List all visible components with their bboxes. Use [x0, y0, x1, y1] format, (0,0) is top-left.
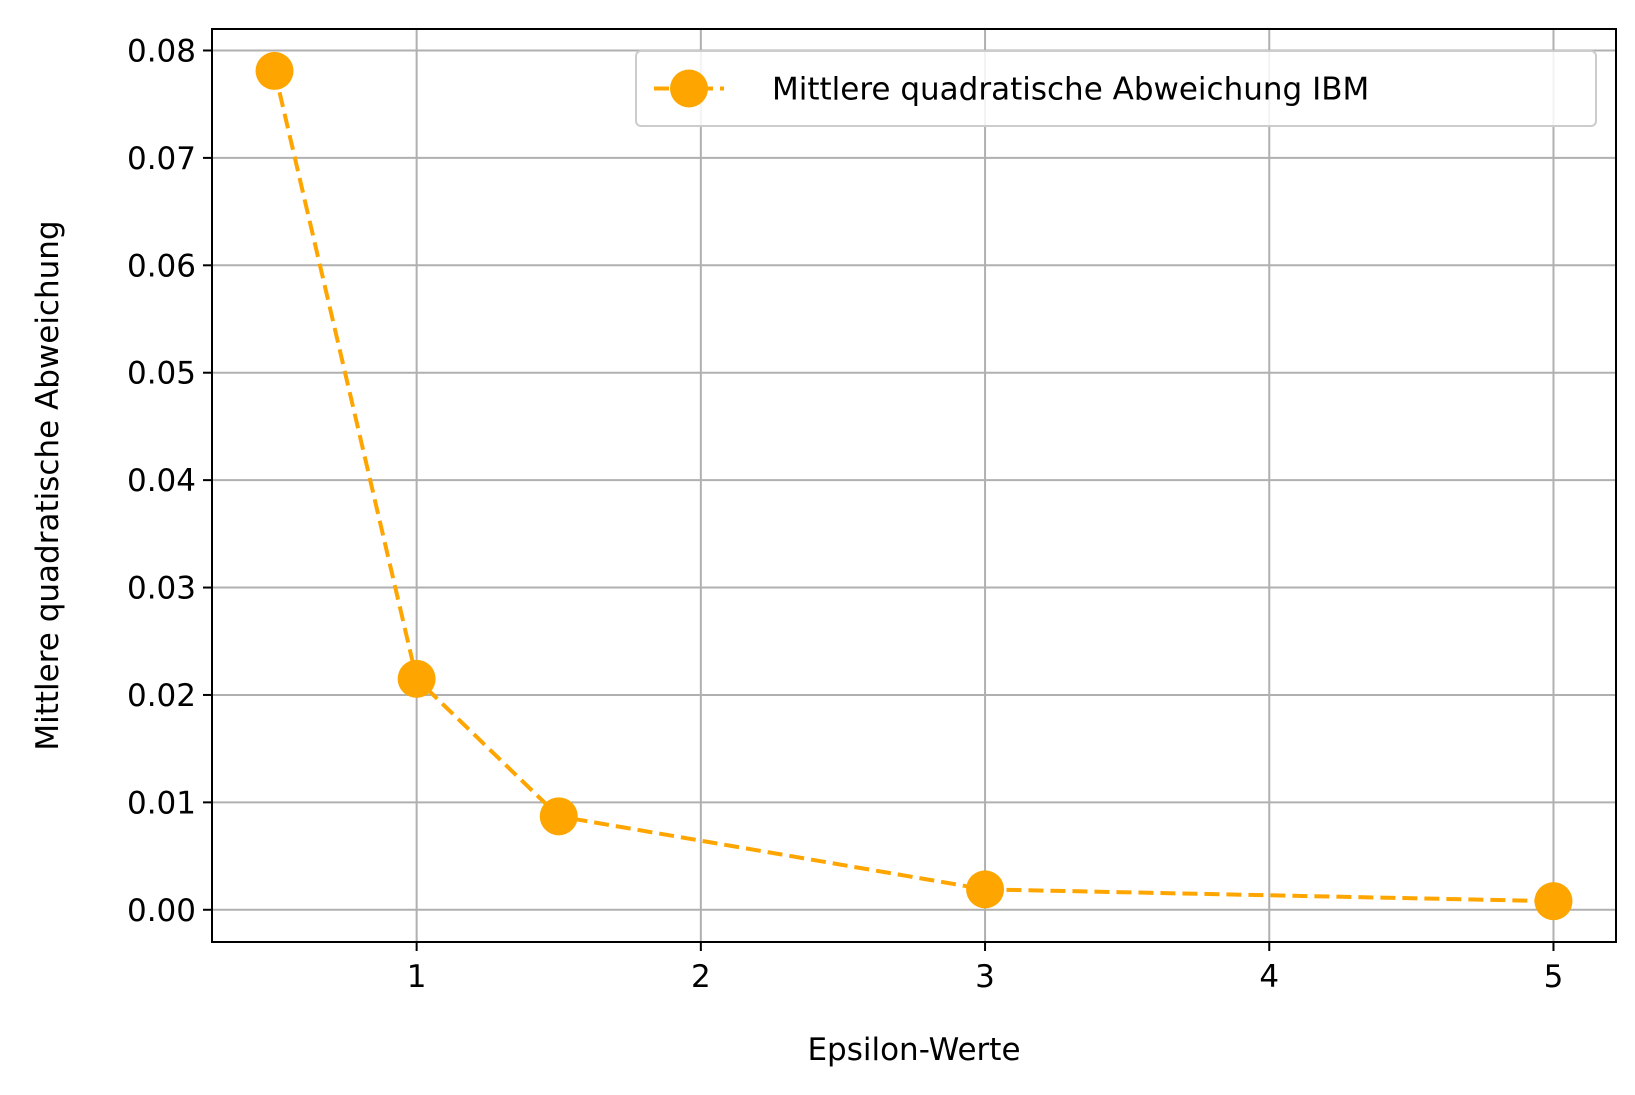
y-tick-label: 0.06: [127, 248, 196, 284]
y-tick-label: 0.08: [127, 33, 196, 69]
x-tick-label: 4: [1259, 959, 1279, 995]
legend-label: Mittlere quadratische Abweichung IBM: [772, 72, 1369, 108]
y-axis-label: Mittlere quadratische Abweichung: [30, 220, 66, 750]
legend: Mittlere quadratische Abweichung IBM: [635, 50, 1597, 127]
data-point: [255, 51, 294, 90]
x-tick-label: 2: [691, 959, 711, 995]
legend-box: [635, 50, 1597, 127]
y-tick-label: 0.03: [127, 571, 196, 607]
grid: [212, 29, 1616, 942]
y-tick-label: 0.07: [127, 141, 196, 177]
data-point: [1534, 882, 1573, 921]
y-tick-label: 0.00: [127, 893, 196, 929]
axis-ticks: 1 2 3 4 5 0.00 0.01 0.02 0.03 0.04 0.05 0.06 0.07 0.0…: [127, 33, 1563, 995]
y-tick-label: 0.05: [127, 356, 196, 392]
x-tick-label: 5: [1544, 959, 1564, 995]
y-tick-label: 0.01: [127, 785, 196, 821]
y-tick-label: 0.04: [127, 463, 196, 499]
plot-frame: [211, 28, 1617, 943]
y-tick-label: 0.02: [127, 678, 196, 714]
data-point: [966, 870, 1005, 909]
series-layer: [255, 51, 1573, 921]
legend-marker: [670, 69, 708, 108]
x-tick-label: 1: [407, 959, 427, 995]
x-axis-label: Epsilon-Werte: [807, 1032, 1020, 1068]
series-line: [272, 70, 1554, 904]
data-point: [397, 659, 436, 698]
data-point: [539, 797, 578, 836]
x-tick-label: 3: [975, 959, 995, 995]
